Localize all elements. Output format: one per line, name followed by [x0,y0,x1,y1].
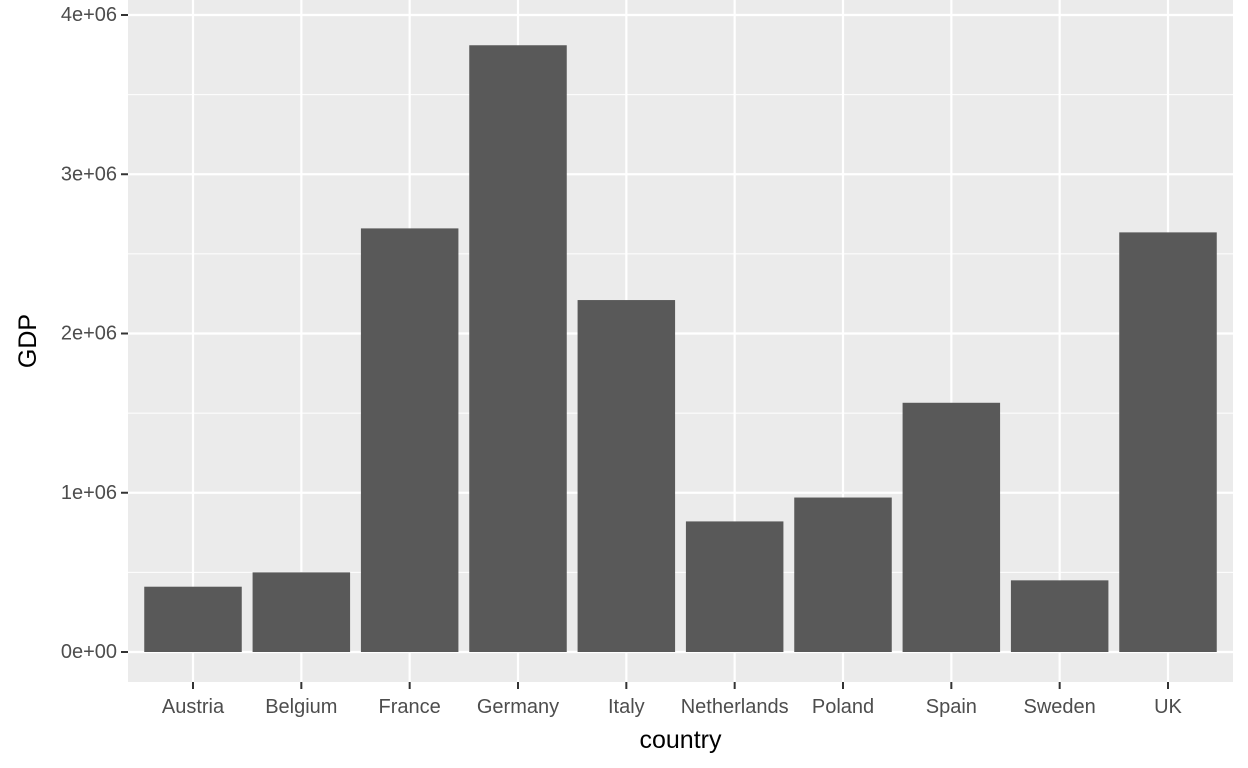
y-tick-label: 3e+06 [61,163,117,185]
x-axis: Austria Belgium France Germany Italy Netherla… [162,682,1183,718]
x-tick-label: UK [1154,696,1182,718]
x-tick-label: Poland [812,696,874,718]
x-tick-label: Belgium [265,696,337,718]
y-tick-label: 0e+00 [61,641,117,663]
bar-poland [794,497,892,652]
bar-sweden [1010,580,1109,652]
x-tick-label: Spain [926,696,977,718]
y-tick-label: 1e+06 [61,482,117,504]
y-axis: 0e+00 1e+06 2e+06 3e+06 4e+06 [61,4,128,663]
bars [144,45,1217,652]
bar-spain [902,402,1001,652]
bar-netherlands [685,521,784,652]
plot-panel [128,0,1233,682]
x-axis-title: country [640,726,722,754]
bar-belgium [252,572,351,652]
x-tick-label: Austria [162,696,225,718]
y-axis-title: GDP [14,314,42,368]
y-tick-label: 2e+06 [61,323,117,345]
bar-germany [469,45,567,652]
y-tick-label: 4e+06 [61,4,117,26]
x-tick-label: Italy [608,696,645,718]
bar-italy [577,300,676,652]
x-tick-label: France [379,696,441,718]
x-tick-label: Netherlands [681,696,789,718]
bar-france [360,228,459,652]
bar-uk [1119,232,1217,652]
x-tick-label: Sweden [1024,696,1096,718]
bar-austria [144,586,242,652]
x-tick-label: Germany [477,696,559,718]
